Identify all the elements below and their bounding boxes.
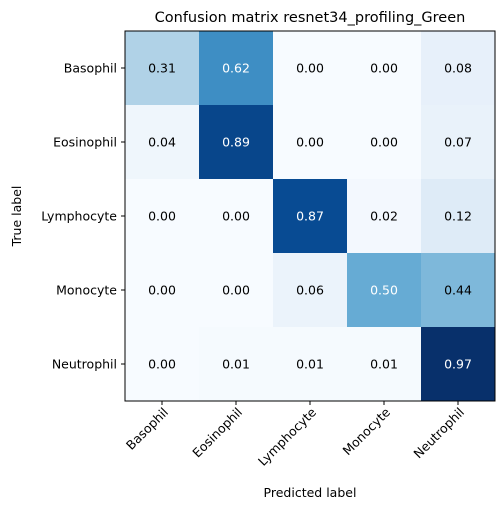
heatmap-cell <box>199 179 274 254</box>
heatmap-cell <box>125 31 200 106</box>
heatmap-cell <box>199 327 274 402</box>
heatmap-cell <box>421 31 496 106</box>
cell-value-label: 0.00 <box>222 209 250 224</box>
x-tick-label: Monocyte <box>339 404 393 458</box>
heatmap-cell <box>125 327 200 402</box>
cell-value-label: 0.07 <box>444 135 472 150</box>
heatmap-cell <box>421 253 496 328</box>
cell-value-label: 0.97 <box>444 357 472 372</box>
y-axis-ticks: Basophil Eosinophil Lymphocyte Monocyte Neut… <box>41 61 125 372</box>
cell-value-label: 0.44 <box>444 283 472 298</box>
cell-value-label: 0.01 <box>296 357 324 372</box>
heatmap-cell <box>273 105 348 180</box>
cell-value-label: 0.00 <box>148 209 176 224</box>
heatmap-cell <box>421 105 496 180</box>
x-tick-label: Basophil <box>123 405 171 453</box>
y-tick-label: Lymphocyte <box>41 209 117 224</box>
cell-value-label: 0.02 <box>370 209 398 224</box>
y-axis-label: True label <box>9 186 24 248</box>
cell-value-label: 0.06 <box>296 283 324 298</box>
cell-value-label: 0.00 <box>148 357 176 372</box>
y-tick-label: Monocyte <box>56 283 117 298</box>
heatmap-cell <box>347 179 422 254</box>
cell-value-labels: 0.31 0.62 0.00 0.00 0.08 0.04 0.89 0.00 0.00 0.07… <box>148 61 472 372</box>
heatmap-cell <box>125 105 200 180</box>
x-tick-label: Neutrophil <box>410 405 467 462</box>
heatmap-cell <box>421 179 496 254</box>
x-axis-ticks: Basophil Eosinophil Lymphocyte Monocyte Neut… <box>123 401 467 469</box>
heatmap-cell <box>199 31 274 106</box>
heatmap-cell <box>347 327 422 402</box>
heatmap-cell <box>273 253 348 328</box>
chart-title: Confusion matrix resnet34_profiling_Gree… <box>155 10 466 26</box>
heatmap-cell <box>199 253 274 328</box>
heatmap-cell <box>347 105 422 180</box>
heatmap-cell <box>273 31 348 106</box>
x-tick-label: Lymphocyte <box>255 404 319 468</box>
cell-value-label: 0.04 <box>148 135 176 150</box>
heatmap-cell <box>125 179 200 254</box>
cell-value-label: 0.89 <box>222 135 250 150</box>
cell-value-label: 0.00 <box>222 283 250 298</box>
cell-value-label: 0.62 <box>222 61 250 76</box>
heatmap-cell <box>347 253 422 328</box>
heatmap-cell <box>125 253 200 328</box>
heatmap-cells <box>125 31 496 402</box>
cell-value-label: 0.01 <box>222 357 250 372</box>
y-tick-label: Neutrophil <box>52 357 117 372</box>
cell-value-label: 0.87 <box>296 209 324 224</box>
y-tick-label: Basophil <box>64 61 117 76</box>
cell-value-label: 0.50 <box>370 283 398 298</box>
cell-value-label: 0.00 <box>296 61 324 76</box>
heatmap-cell <box>199 105 274 180</box>
x-axis-label: Predicted label <box>264 485 357 500</box>
cell-value-label: 0.00 <box>148 283 176 298</box>
cell-value-label: 0.01 <box>370 357 398 372</box>
cell-value-label: 0.31 <box>148 61 176 76</box>
cell-value-label: 0.12 <box>444 209 472 224</box>
heatmap-cell <box>347 31 422 106</box>
x-tick-label: Eosinophil <box>189 405 245 461</box>
cell-value-label: 0.08 <box>444 61 472 76</box>
y-tick-label: Eosinophil <box>53 135 117 150</box>
cell-value-label: 0.00 <box>296 135 324 150</box>
cell-value-label: 0.00 <box>370 61 398 76</box>
heatmap-cell <box>421 327 496 402</box>
heatmap-cell <box>273 179 348 254</box>
cell-value-label: 0.00 <box>370 135 398 150</box>
heatmap-cell <box>273 327 348 402</box>
